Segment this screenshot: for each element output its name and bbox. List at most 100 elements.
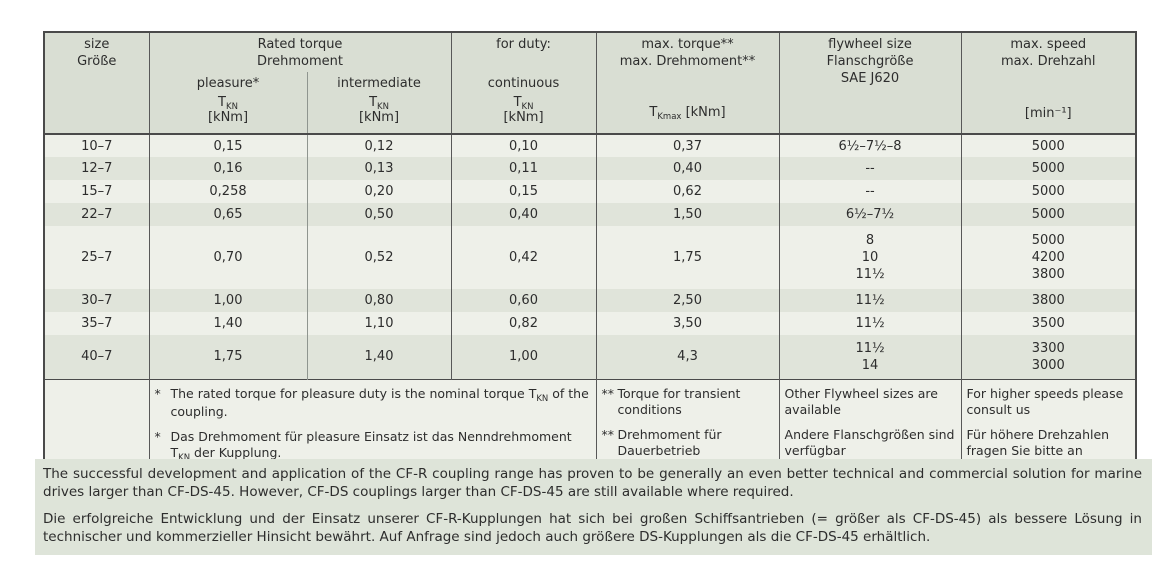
- header-for-duty-label: for duty:: [496, 37, 551, 52]
- footnote-dstar-de: ** Drehmoment für Dauerbetrieb: [601, 426, 722, 458]
- intermediate-cell: 1,40: [306, 335, 452, 379]
- max-torque-cell: 1,50: [595, 203, 780, 226]
- size-cell: 30–7: [44, 289, 149, 312]
- flywheel-cell: 6½–7½: [778, 203, 962, 226]
- header-continuous-label: continuous: [487, 76, 560, 91]
- header-intermediate-unit: [kNm]: [358, 110, 400, 125]
- header-speed-unit: [min⁻¹]: [1024, 106, 1072, 121]
- header-tkmax-symbol: TKmax [kNm]: [649, 105, 726, 122]
- intermediate-cell: 0,52: [306, 226, 452, 289]
- footnote-flywheel-de: Andere Flanschgrößen sind verfügbar: [784, 426, 955, 458]
- flywheel-cell: 11½: [778, 289, 962, 312]
- header-flywheel-de: Flanschgröße: [826, 54, 914, 69]
- footnote-rated-torque-cell: * The rated torque for pleasure duty is …: [148, 378, 597, 468]
- header-pleasure-label: pleasure*: [196, 76, 260, 91]
- intermediate-cell: 0,12: [306, 134, 452, 157]
- header-max-speed: max. speed max. Drehzahl [min⁻¹]: [960, 32, 1137, 135]
- footnote-star-en: * The rated torque for pleasure duty is …: [154, 385, 589, 419]
- header-flywheel-size: flywheel size Flanschgröße SAE J620: [778, 32, 962, 135]
- size-cell: 35–7: [44, 312, 149, 335]
- flywheel-cell: 8 10 11½: [778, 226, 962, 289]
- footnote-star-de: * Das Drehmoment für pleasure Einsatz is…: [154, 428, 572, 463]
- footnote-flywheel-en: Other Flywheel sizes are available: [784, 385, 938, 417]
- flywheel-cell: 6½–7½–8: [778, 134, 962, 157]
- footnote-flywheel-cell: Other Flywheel sizes are available Ander…: [778, 378, 962, 468]
- footnote-speed-en: For higher speeds please consult us: [966, 385, 1124, 417]
- table-row: 30–7 1,00 0,80 0,60 2,50 11½ 3800: [44, 289, 1137, 312]
- footnote-speed-cell: For higher speeds please consult us Für …: [960, 378, 1137, 468]
- table-row: 25–7 0,70 0,52 0,42 1,75 8 10 11½ 5000 4…: [44, 226, 1137, 289]
- speed-cell: 3300 3000: [960, 335, 1137, 379]
- speed-cell: 5000: [960, 180, 1137, 203]
- pleasure-cell: 0,258: [148, 180, 307, 203]
- pleasure-cell: 0,15: [148, 134, 307, 157]
- continuous-cell: 0,40: [450, 203, 597, 226]
- intermediate-cell: 0,80: [306, 289, 452, 312]
- header-intermediate-label: intermediate: [337, 76, 421, 91]
- header-max-torque: max. torque** max. Drehmoment** TKmax [k…: [595, 32, 780, 135]
- intermediate-cell: 0,13: [306, 157, 452, 180]
- header-size-en: size: [84, 37, 110, 52]
- max-torque-cell: 3,50: [595, 312, 780, 335]
- pleasure-cell: 0,16: [148, 157, 307, 180]
- max-torque-cell: 2,50: [595, 289, 780, 312]
- pleasure-cell: 0,65: [148, 203, 307, 226]
- flywheel-cell: --: [778, 180, 962, 203]
- continuous-cell: 0,60: [450, 289, 597, 312]
- table-row: 10–7 0,15 0,12 0,10 0,37 6½–7½–8 5000: [44, 134, 1137, 157]
- footnote-speed-de: Für höhere Drehzahlen fragen Sie bitte a…: [966, 426, 1110, 458]
- header-for-duty: for duty:: [450, 32, 597, 72]
- continuous-cell: 1,00: [450, 335, 597, 379]
- pleasure-cell: 1,75: [148, 335, 307, 379]
- continuous-cell: 0,11: [450, 157, 597, 180]
- continuous-cell: 0,82: [450, 312, 597, 335]
- table-row: 12–7 0,16 0,13 0,11 0,40 -- 5000: [44, 157, 1137, 180]
- header-pleasure-unit: [kNm]: [207, 110, 249, 125]
- header-max-speed-de: max. Drehzahl: [1000, 54, 1096, 69]
- continuous-cell: 0,15: [450, 180, 597, 203]
- header-continuous: continuous TKN [kNm]: [450, 72, 597, 135]
- header-max-torque-de: max. Drehmoment**: [619, 54, 756, 69]
- max-torque-cell: 4,3: [595, 335, 780, 379]
- speed-cell: 5000 4200 3800: [960, 226, 1137, 289]
- intermediate-cell: 0,50: [306, 203, 452, 226]
- header-size: size Größe: [44, 32, 149, 135]
- header-continuous-unit: [kNm]: [503, 110, 544, 125]
- size-cell: 40–7: [44, 335, 149, 379]
- intermediate-cell: 1,10: [306, 312, 452, 335]
- speed-cell: 5000: [960, 203, 1137, 226]
- speed-cell: 3500: [960, 312, 1137, 335]
- max-torque-cell: 0,62: [595, 180, 780, 203]
- size-cell: 10–7: [44, 134, 149, 157]
- footnote-max-torque-cell: ** Torque for transient conditions ** Dr…: [595, 378, 780, 468]
- table-row: 40–7 1,75 1,40 1,00 4,3 11½ 14 3300 3000: [44, 335, 1137, 379]
- pleasure-cell: 0,70: [148, 226, 307, 289]
- flywheel-cell: --: [778, 157, 962, 180]
- continuous-cell: 0,42: [450, 226, 597, 289]
- size-cell: 12–7: [44, 157, 149, 180]
- description-paragraph-de: Die erfolgreiche Entwicklung und der Ein…: [43, 511, 1142, 545]
- speed-cell: 5000: [960, 157, 1137, 180]
- max-torque-cell: 0,40: [595, 157, 780, 180]
- continuous-cell: 0,10: [450, 134, 597, 157]
- description-paragraph-en: The successful development and applicati…: [43, 466, 1142, 500]
- flywheel-cell: 11½ 14: [778, 335, 962, 379]
- header-rated-de: Drehmoment: [257, 54, 343, 69]
- header-max-torque-en: max. torque**: [641, 37, 734, 52]
- header-flywheel-en: flywheel size: [828, 37, 912, 52]
- speed-cell: 5000: [960, 134, 1137, 157]
- header-size-de: Größe: [77, 54, 117, 69]
- header-rated-torque: Rated torque Drehmoment: [148, 32, 452, 72]
- footnote-row: * The rated torque for pleasure duty is …: [44, 378, 1137, 468]
- header-intermediate-tkn: TKN: [369, 95, 389, 113]
- table-row: 15–7 0,258 0,20 0,15 0,62 -- 5000: [44, 180, 1137, 203]
- pleasure-cell: 1,00: [148, 289, 307, 312]
- size-cell: 15–7: [44, 180, 149, 203]
- header-continuous-tkn: TKN: [513, 95, 534, 113]
- flywheel-cell: 11½: [778, 312, 962, 335]
- size-cell: 22–7: [44, 203, 149, 226]
- table-row: 22–7 0,65 0,50 0,40 1,50 6½–7½ 5000: [44, 203, 1137, 226]
- intermediate-cell: 0,20: [306, 180, 452, 203]
- speed-cell: 3800: [960, 289, 1137, 312]
